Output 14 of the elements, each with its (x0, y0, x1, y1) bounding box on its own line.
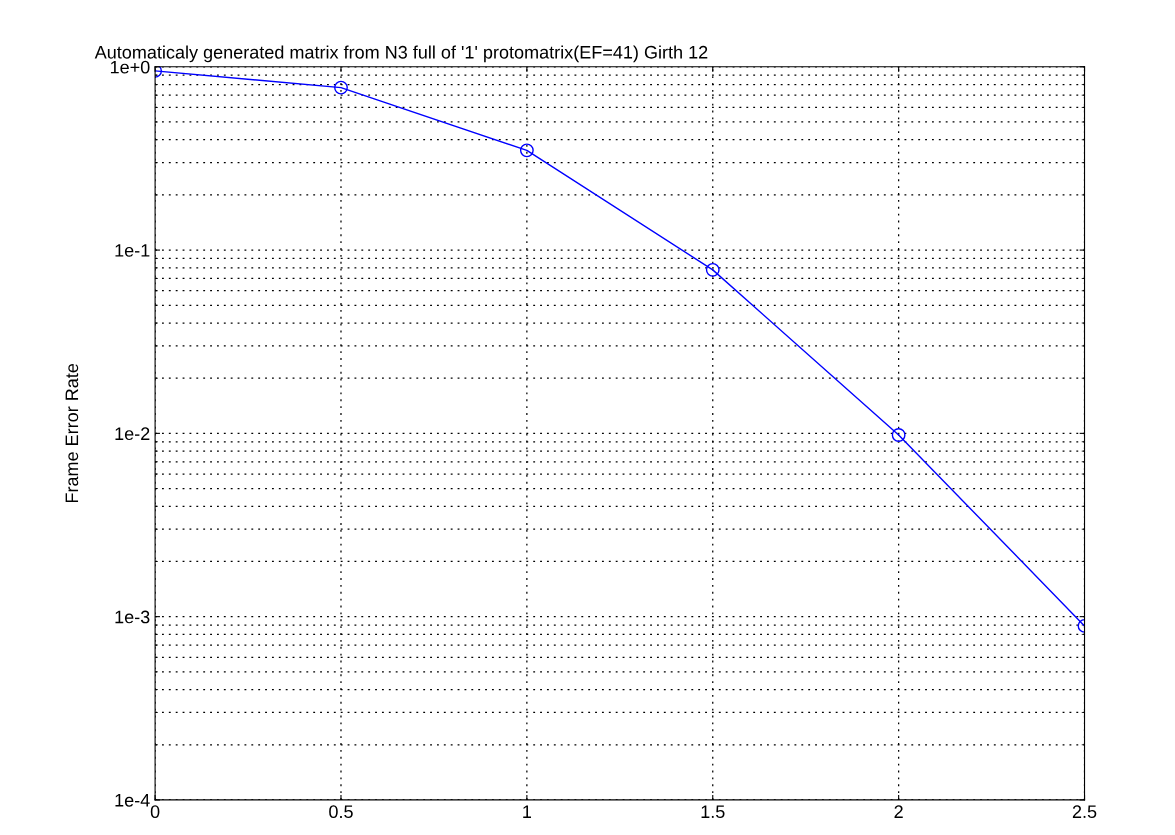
point (519, 143, 534, 158)
y-axis-title: Frame Error Rate (65, 363, 79, 503)
point (705, 262, 720, 277)
point (891, 428, 906, 442)
y-tick-label: 1e-3 (115, 610, 150, 624)
x-tick-label: 1 (523, 805, 532, 818)
x-tick-label: 2 (894, 805, 903, 818)
x-tick-label: 0 (150, 805, 160, 819)
y-tick-label: 1e-2 (115, 427, 150, 441)
y-tick-label: 1e-1 (115, 244, 150, 257)
x-tick-label: 0.5 (329, 805, 353, 819)
x-tick-label: 2.5 (1072, 805, 1097, 819)
y-tick-label: 1e-4 (115, 794, 150, 807)
x-tick-label: 1.5 (701, 805, 725, 819)
